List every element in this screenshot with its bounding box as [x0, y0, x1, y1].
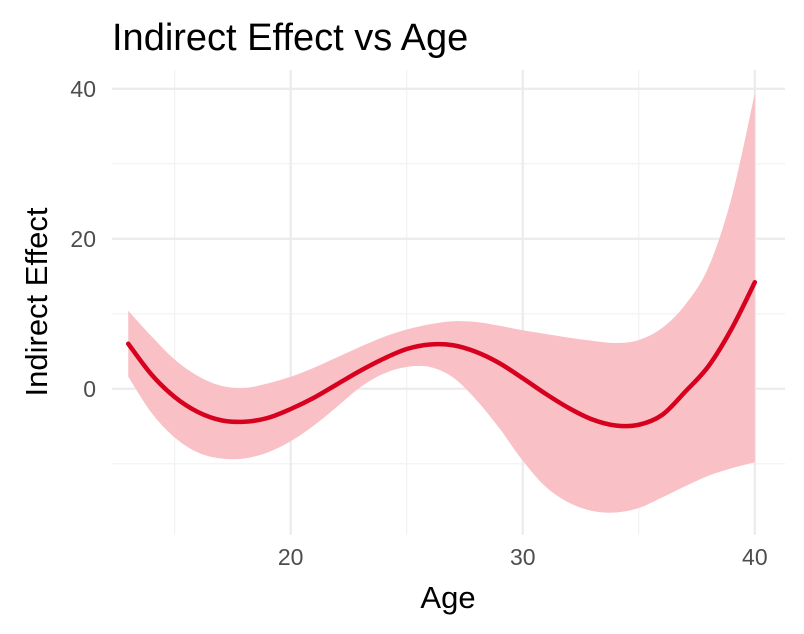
- y-tick-label: 0: [83, 376, 96, 402]
- x-axis-title: Age: [420, 580, 475, 615]
- y-axis-title: Indirect Effect: [19, 207, 54, 396]
- y-tick-label: 20: [70, 226, 96, 252]
- x-tick-label: 40: [742, 544, 768, 570]
- confidence-band: [128, 93, 755, 513]
- y-tick-labels: 0 20 40: [70, 76, 96, 402]
- x-tick-labels: 20 30 40: [278, 544, 768, 570]
- fitted-line: [125, 280, 758, 429]
- y-tick-label: 40: [70, 76, 96, 102]
- x-tick-label: 30: [510, 544, 536, 570]
- chart-title: Indirect Effect vs Age: [112, 17, 468, 59]
- x-tick-label: 20: [278, 544, 304, 570]
